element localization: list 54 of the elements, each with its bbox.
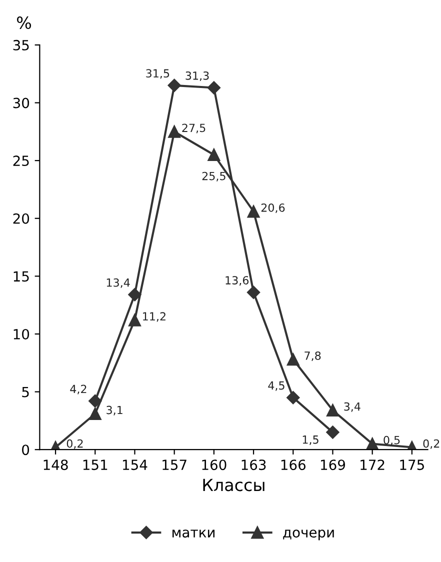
point	[366, 438, 379, 450]
data-label: 4,5	[268, 381, 284, 391]
point	[207, 81, 221, 94]
data-label: 31,5	[146, 69, 170, 79]
data-label: 1,5	[302, 436, 318, 445]
data-label: 0,5	[384, 436, 400, 446]
x-tick-label: 151	[83, 460, 108, 470]
data-label: 27,5	[182, 124, 206, 134]
y-tick-label: 30	[13, 98, 30, 108]
point	[128, 288, 142, 302]
y-tick-label: 5	[22, 386, 29, 398]
data-label: 11,2	[143, 312, 166, 322]
data-label: 7,8	[304, 351, 321, 362]
data-label: 13,6	[226, 276, 249, 286]
data-label: 3,4	[344, 402, 360, 412]
x-tick-label: 157	[162, 460, 186, 470]
point	[326, 426, 340, 439]
point	[326, 404, 339, 417]
y-tick-label: 10	[14, 328, 30, 340]
y-tick-label: 15	[14, 271, 29, 282]
x-axis-title: Классы	[203, 478, 264, 492]
point	[247, 205, 260, 218]
y-axis-title: %	[17, 16, 32, 30]
x-tick-label: 154	[123, 460, 148, 470]
x-tick-label: 175	[400, 460, 424, 470]
point	[286, 390, 300, 404]
x-tick-label: 163	[242, 460, 266, 470]
x-tick-label: 148	[44, 460, 68, 470]
point	[88, 408, 102, 420]
x-tick-label: 160	[202, 460, 226, 470]
data-label: 0,2	[423, 439, 440, 449]
legend-label: дочери	[283, 530, 334, 540]
point	[128, 314, 141, 326]
data-label: 4,2	[70, 384, 86, 394]
point	[168, 125, 181, 138]
data-label: 3,1	[106, 406, 122, 416]
y-tick-label: 35	[13, 40, 29, 50]
point	[286, 353, 300, 366]
y-tick-label: 20	[13, 213, 30, 224]
x-tick-label: 172	[360, 460, 384, 470]
point	[88, 394, 102, 408]
point	[168, 78, 181, 92]
y-tick-label: 0	[22, 444, 30, 456]
point	[246, 286, 260, 299]
x-tick-label: 169	[321, 460, 346, 470]
data-label: 25,5	[202, 172, 226, 182]
y-tick-label: 25	[13, 156, 29, 166]
data-label: 31,3	[186, 71, 209, 81]
legend-label: матки	[172, 530, 214, 538]
point	[208, 148, 220, 162]
data-label: 0,2	[66, 439, 83, 449]
data-label: 20,6	[261, 203, 285, 214]
data-label: 13,4	[106, 278, 130, 288]
x-tick-label: 166	[281, 460, 306, 470]
